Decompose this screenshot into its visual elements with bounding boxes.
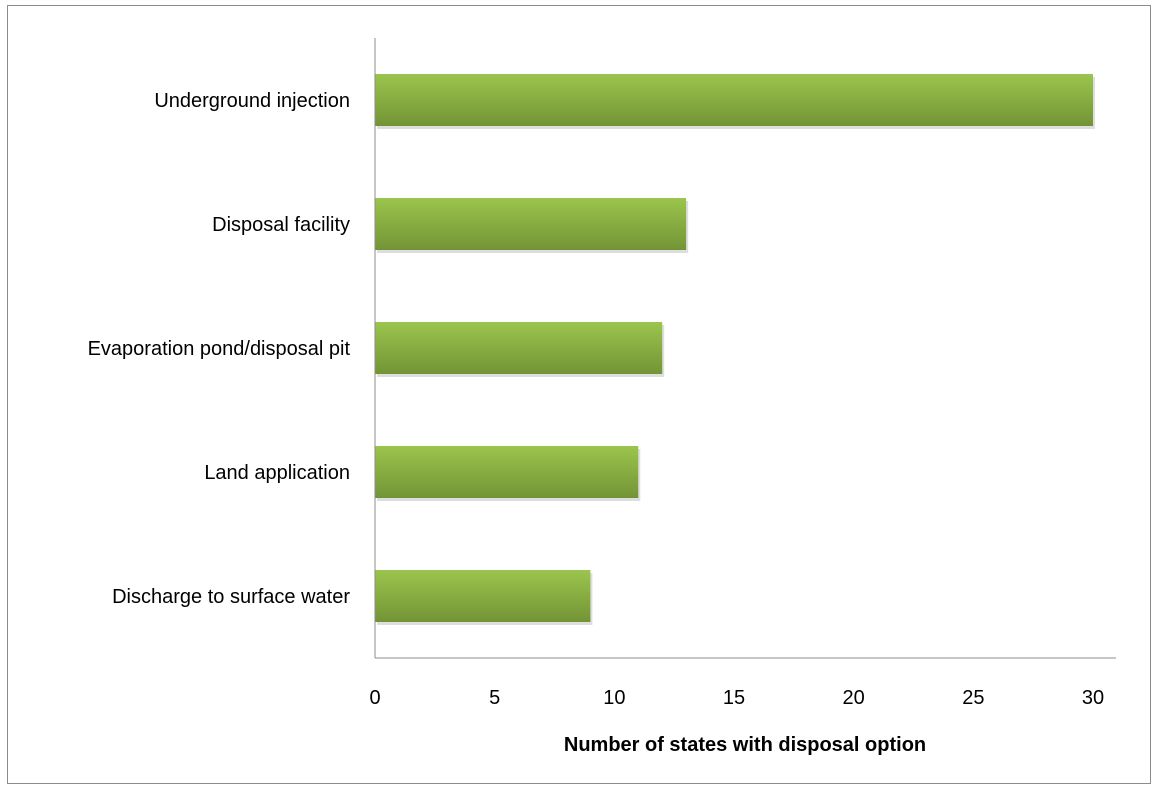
x-axis-title: Number of states with disposal option — [564, 734, 926, 756]
x-tick-labels: 0 5 10 15 20 25 30 — [369, 687, 1104, 709]
category-label: Underground injection — [154, 90, 350, 112]
x-tick-label: 0 — [369, 687, 380, 709]
bar — [375, 322, 663, 374]
bars-layer — [375, 74, 1095, 625]
chart-frame — [7, 5, 1151, 784]
category-labels: Underground injection Disposal facility Ev… — [88, 90, 351, 608]
bar — [375, 570, 591, 622]
category-label: Discharge to surface water — [112, 586, 350, 608]
x-tick-label: 30 — [1082, 687, 1104, 709]
x-tick-label: 5 — [489, 687, 500, 709]
bar — [375, 446, 639, 498]
x-tick-label: 20 — [843, 687, 865, 709]
bar — [375, 198, 687, 250]
category-label: Land application — [204, 462, 350, 484]
x-tick-label: 10 — [603, 687, 625, 709]
category-label: Disposal facility — [212, 214, 350, 236]
x-tick-label: 25 — [962, 687, 984, 709]
bar — [375, 74, 1093, 126]
axes — [374, 38, 1116, 659]
x-tick-label: 15 — [723, 687, 745, 709]
category-label: Evaporation pond/disposal pit — [88, 338, 351, 360]
